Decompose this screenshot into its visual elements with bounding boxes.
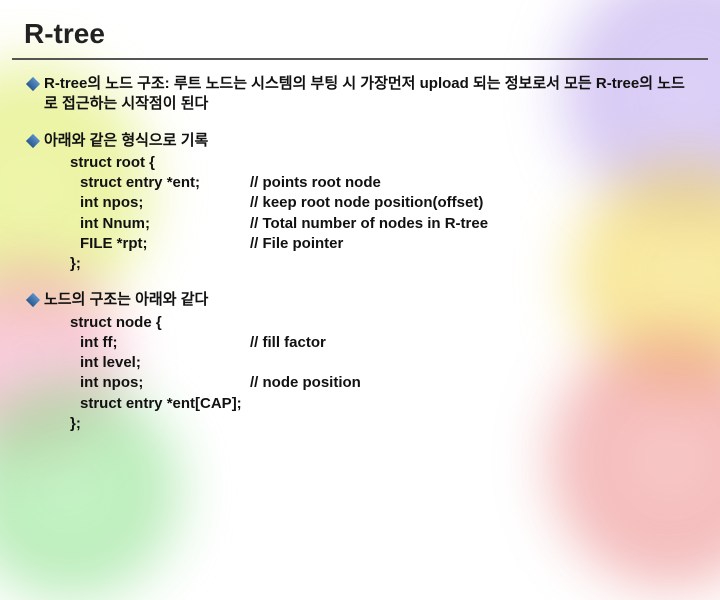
code-line: };	[70, 414, 250, 434]
code-comment: // File pointer	[250, 234, 343, 254]
diamond-bullet-icon	[28, 136, 38, 146]
bullet-text: 아래와 같은 형식으로 기록	[44, 131, 692, 151]
code-decl: int ff;	[70, 333, 250, 353]
code-comment: // node position	[250, 373, 361, 393]
code-decl: int npos;	[70, 193, 250, 213]
code-comment: // fill factor	[250, 333, 326, 353]
code-comment: // Total number of nodes in R-tree	[250, 214, 488, 234]
code-comment: // points root node	[250, 173, 381, 193]
code-decl: int Nnum;	[70, 214, 250, 234]
slide-content: R-tree의 노드 구조: 루트 노드는 시스템의 부팅 시 가장먼저 upl…	[0, 60, 720, 434]
code-decl: int npos;	[70, 373, 250, 393]
code-struct-root: struct root { struct entry *ent;// point…	[70, 153, 692, 275]
code-decl: int level;	[70, 353, 250, 373]
bullet-item: 노드의 구조는 아래와 같다	[28, 290, 692, 310]
slide-title: R-tree	[0, 0, 720, 58]
code-line: };	[70, 254, 250, 274]
code-decl: struct entry *ent[CAP];	[70, 394, 242, 414]
diamond-bullet-icon	[28, 295, 38, 305]
code-line: struct node {	[70, 313, 250, 333]
bullet-text: R-tree의 노드 구조: 루트 노드는 시스템의 부팅 시 가장먼저 upl…	[44, 74, 692, 115]
bullet-text: 노드의 구조는 아래와 같다	[44, 290, 692, 310]
diamond-bullet-icon	[28, 79, 38, 89]
code-line: struct root {	[70, 153, 250, 173]
code-struct-node: struct node { int ff;// fill factor int …	[70, 313, 692, 435]
bullet-item: R-tree의 노드 구조: 루트 노드는 시스템의 부팅 시 가장먼저 upl…	[28, 74, 692, 115]
code-decl: FILE *rpt;	[70, 234, 250, 254]
code-comment: // keep root node position(offset)	[250, 193, 483, 213]
bullet-item: 아래와 같은 형식으로 기록	[28, 131, 692, 151]
code-decl: struct entry *ent;	[70, 173, 250, 193]
